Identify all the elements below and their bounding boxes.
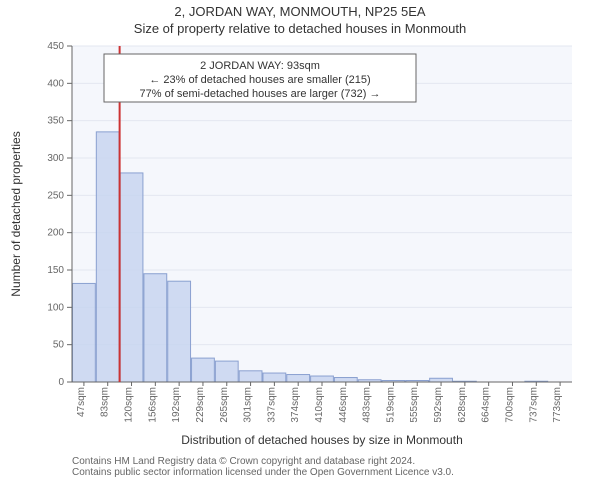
figure-container: 2, JORDAN WAY, MONMOUTH, NP25 5EA Size o… (0, 0, 600, 500)
x-tick-label: 483sqm (362, 387, 373, 423)
y-tick-label: 0 (58, 377, 64, 388)
chart-svg: 0 50 100 150 200 250 300 350 400 450 47sqm 83sqm 120… (0, 36, 600, 452)
x-tick-label: 156sqm (147, 387, 158, 423)
x-tick-label: 773sqm (552, 387, 563, 423)
histogram-bar (263, 373, 286, 382)
x-tick-label: 592sqm (433, 387, 444, 423)
x-tick-label: 374sqm (290, 387, 301, 423)
x-tick-label: 628sqm (457, 387, 468, 423)
y-tick-label: 200 (47, 228, 64, 239)
x-tick-label: 83sqm (100, 387, 111, 417)
x-tick-label: 664sqm (481, 387, 492, 423)
y-tick-label: 150 (47, 265, 64, 276)
y-tick-label: 50 (53, 340, 65, 351)
x-tick-label: 446sqm (338, 387, 349, 423)
address-title: 2, JORDAN WAY, MONMOUTH, NP25 5EA (0, 0, 600, 19)
annotation-line: 77% of semi-detached houses are larger (… (140, 88, 381, 100)
x-tick-label: 120sqm (124, 387, 135, 423)
subtitle: Size of property relative to detached ho… (0, 19, 600, 36)
y-tick-label: 250 (47, 190, 64, 201)
x-tick-label: 700sqm (504, 387, 515, 423)
x-tick-label: 229sqm (195, 387, 206, 423)
histogram-bar (334, 378, 357, 382)
y-tick-label: 300 (47, 153, 64, 164)
x-tick-label: 337sqm (266, 387, 277, 423)
x-tick-label: 737sqm (528, 387, 539, 423)
x-tick-label: 519sqm (385, 387, 396, 423)
titles-block: 2, JORDAN WAY, MONMOUTH, NP25 5EA Size o… (0, 0, 600, 36)
histogram-bar (73, 283, 96, 382)
x-tick-label: 301sqm (243, 387, 254, 423)
histogram-bar (311, 376, 334, 382)
x-tick-label: 265sqm (219, 387, 230, 423)
y-tick-label: 450 (47, 41, 64, 52)
y-tick-label: 350 (47, 116, 64, 127)
footnote-block: Contains HM Land Registry data © Crown c… (0, 452, 600, 478)
histogram-bar (215, 361, 238, 382)
histogram-bar (168, 281, 191, 382)
y-axis-label: Number of detached properties (9, 131, 23, 296)
x-tick-label: 410sqm (314, 387, 325, 423)
histogram-bar (287, 375, 310, 382)
x-axis-label: Distribution of detached houses by size … (181, 433, 463, 447)
annotation-line: 2 JORDAN WAY: 93sqm (200, 60, 320, 72)
annotation-box: 2 JORDAN WAY: 93sqm ← 23% of detached hou… (104, 54, 416, 102)
histogram-bar (96, 132, 119, 382)
histogram-bar (239, 371, 262, 382)
x-tick-label: 555sqm (409, 387, 420, 423)
histogram-bar (192, 358, 215, 382)
histogram-bar (144, 274, 167, 382)
footnote-line-1: Contains HM Land Registry data © Crown c… (72, 456, 600, 467)
histogram-bar (120, 173, 143, 382)
y-tick-label: 100 (47, 302, 64, 313)
histogram-bar (430, 378, 453, 382)
y-tick-label: 400 (47, 78, 64, 89)
x-tick-label: 192sqm (171, 387, 182, 423)
x-tick-label: 47sqm (76, 387, 87, 417)
annotation-line: ← 23% of detached houses are smaller (21… (149, 74, 370, 86)
footnote-line-2: Contains public sector information licen… (72, 467, 600, 478)
